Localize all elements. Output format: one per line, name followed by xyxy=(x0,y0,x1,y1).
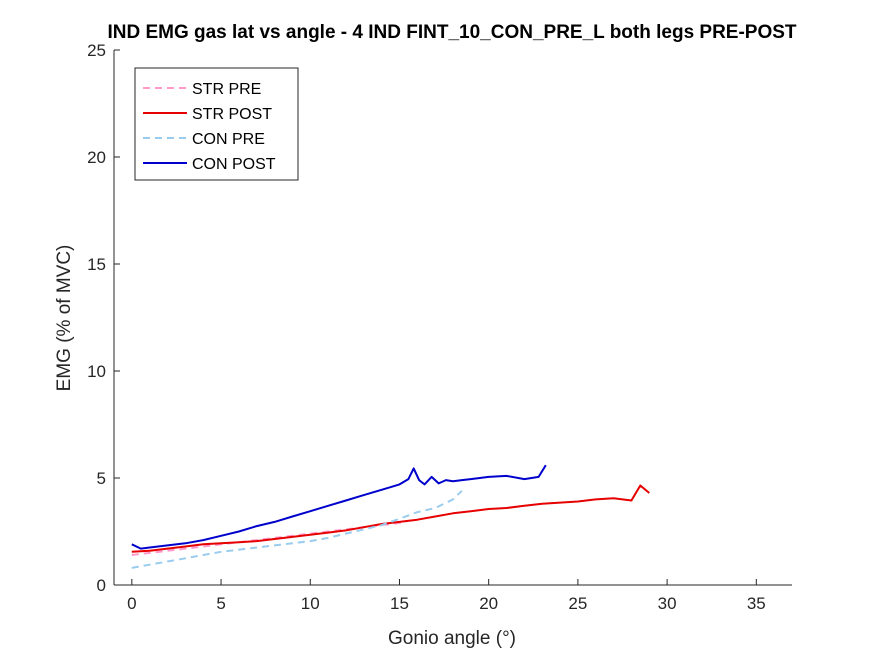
series-layer xyxy=(131,464,650,569)
chart-title: IND EMG gas lat vs angle - 4 IND FINT_10… xyxy=(107,22,796,43)
series-line-str-post xyxy=(131,484,650,553)
ticks-layer: 0 5 10 15 20 25 30 35 0 5 10 15 20 25 xyxy=(87,41,766,613)
y-tick-label: 25 xyxy=(87,41,106,60)
y-tick-label: 20 xyxy=(87,148,106,167)
x-tick-label: 15 xyxy=(390,594,409,613)
x-axis-label: Gonio angle (°) xyxy=(388,628,516,649)
y-axis-label: EMG (% of MVC) xyxy=(54,245,75,392)
x-tick-label: 5 xyxy=(216,594,225,613)
legend-box xyxy=(134,67,299,181)
x-tick-label: 0 xyxy=(127,594,136,613)
x-tick-label: 25 xyxy=(568,594,587,613)
legend-entry-label: CON PRE xyxy=(192,131,265,148)
x-tick-label: 10 xyxy=(301,594,320,613)
y-tick-label: 15 xyxy=(87,255,106,274)
y-tick-label: 10 xyxy=(87,362,106,381)
legend-entry-label: STR POST xyxy=(192,106,272,123)
x-tick-label: 30 xyxy=(658,594,677,613)
x-tick-label: 20 xyxy=(479,594,498,613)
y-tick-label: 5 xyxy=(97,469,106,488)
y-tick-label: 0 xyxy=(97,576,106,595)
legend-entry-label: STR PRE xyxy=(192,81,261,98)
x-tick-label: 35 xyxy=(747,594,766,613)
legend-entry-label: CON POST xyxy=(192,156,276,173)
legend: STR PRE STR POST CON PRE CON POST xyxy=(134,67,299,181)
series-line-con-pre xyxy=(131,490,463,569)
series-line-con-post xyxy=(131,464,547,550)
